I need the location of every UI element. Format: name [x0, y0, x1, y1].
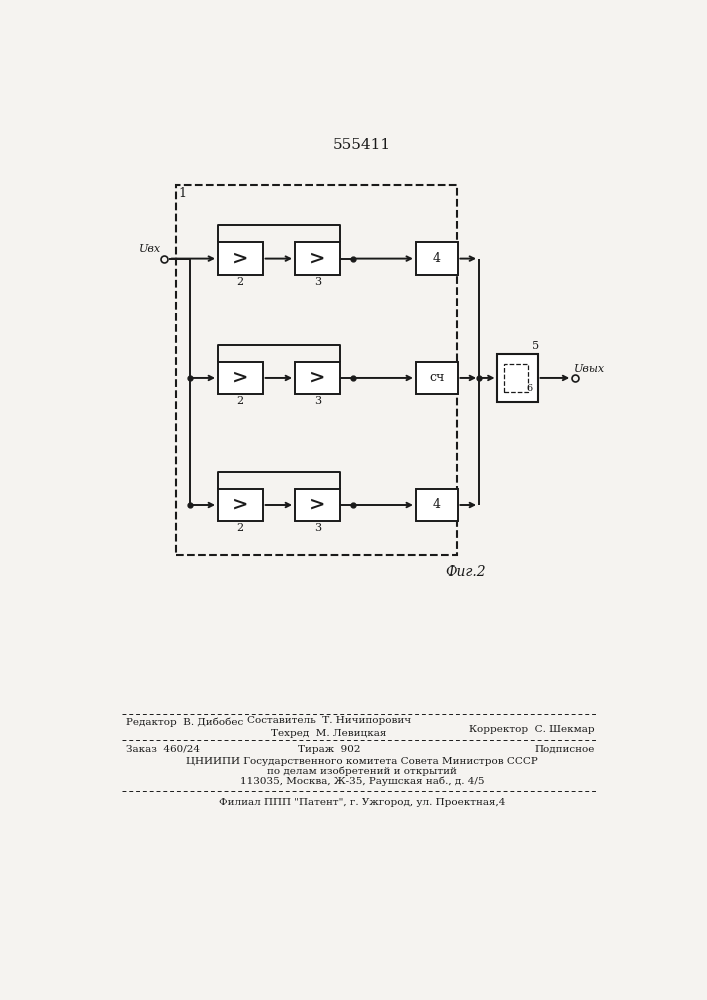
- Bar: [176, 185, 457, 555]
- Text: ЦНИИПИ Государственного комитета Совета Министров СССР: ЦНИИПИ Государственного комитета Совета …: [186, 757, 538, 766]
- Text: 3: 3: [314, 396, 321, 406]
- Text: сч: сч: [429, 371, 444, 384]
- Bar: [416, 242, 458, 275]
- Text: 5: 5: [532, 341, 539, 351]
- Bar: [295, 242, 339, 275]
- Text: Редактор  В. Дибобес: Редактор В. Дибобес: [127, 717, 244, 727]
- Text: >: >: [232, 250, 248, 268]
- Text: >: >: [309, 496, 325, 514]
- Bar: [218, 362, 262, 394]
- Text: 4: 4: [433, 498, 440, 512]
- Text: 1: 1: [179, 187, 187, 200]
- Text: 3: 3: [314, 523, 321, 533]
- Text: Техред  М. Левицкая: Техред М. Левицкая: [271, 729, 387, 738]
- Text: Составитель  Т. Ничипорович: Составитель Т. Ничипорович: [247, 716, 411, 725]
- Text: 2: 2: [237, 523, 244, 533]
- Bar: [498, 354, 537, 402]
- Text: >: >: [309, 369, 325, 387]
- Bar: [416, 489, 458, 521]
- Text: 4: 4: [433, 252, 440, 265]
- Text: Фиг.2: Фиг.2: [445, 565, 486, 579]
- Text: по делам изобретений и открытий: по делам изобретений и открытий: [267, 767, 457, 776]
- Text: 3: 3: [314, 277, 321, 287]
- Text: >: >: [309, 250, 325, 268]
- Text: >: >: [232, 369, 248, 387]
- Bar: [503, 364, 528, 392]
- Text: 6: 6: [527, 384, 533, 393]
- Bar: [295, 362, 339, 394]
- Text: 555411: 555411: [333, 138, 391, 152]
- Text: Филиал ППП "Патент", г. Ужгород, ул. Проектная,4: Филиал ППП "Патент", г. Ужгород, ул. Про…: [218, 798, 505, 807]
- Bar: [218, 242, 262, 275]
- Text: 113035, Москва, Ж-35, Раушская наб., д. 4/5: 113035, Москва, Ж-35, Раушская наб., д. …: [240, 777, 484, 786]
- Bar: [218, 489, 262, 521]
- Text: Корректор  С. Шекмар: Корректор С. Шекмар: [469, 725, 595, 734]
- Text: Тираж  902: Тираж 902: [298, 745, 360, 754]
- Text: Подписное: Подписное: [534, 745, 595, 754]
- Bar: [295, 489, 339, 521]
- Bar: [416, 362, 458, 394]
- Text: Заказ  460/24: Заказ 460/24: [127, 745, 200, 754]
- Text: Uвых: Uвых: [573, 364, 604, 374]
- Text: Uвх: Uвх: [139, 244, 161, 254]
- Text: 2: 2: [237, 396, 244, 406]
- Text: >: >: [232, 496, 248, 514]
- Text: 2: 2: [237, 277, 244, 287]
